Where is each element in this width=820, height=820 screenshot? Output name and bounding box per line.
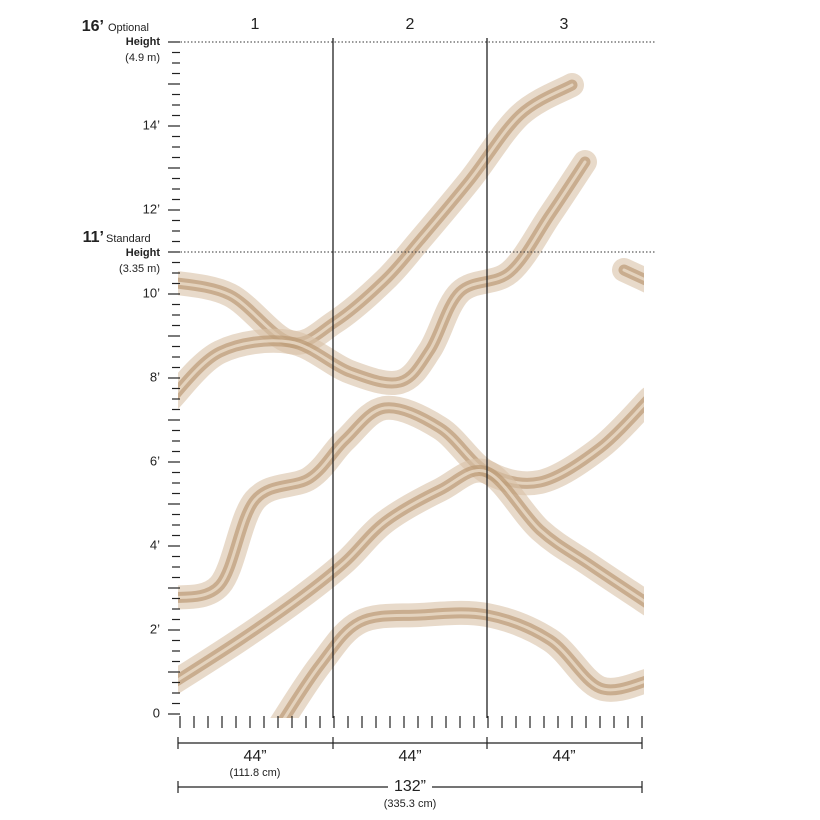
panel-width: 44”	[243, 748, 266, 765]
height-tick-label: 0	[153, 705, 160, 720]
panel-width: 44”	[398, 748, 421, 765]
brush-highlight	[178, 469, 644, 682]
height-label: Standard	[106, 233, 151, 245]
brush-highlight	[622, 268, 644, 281]
total-width-metric: (335.3 cm)	[384, 798, 437, 810]
height-scale: 0 2’ 4’ 6’ 8’ 10’ 12’ 14’	[143, 117, 160, 720]
brush-highlight	[178, 83, 574, 345]
panel-width-metric: (111.8 cm)	[230, 767, 281, 779]
height-tick-label: 6’	[150, 453, 160, 468]
panel-number: 2	[406, 16, 415, 33]
height-tick-label: 14’	[143, 117, 160, 132]
height-tick-label: 2’	[150, 621, 160, 636]
height-value: 16’	[82, 18, 104, 35]
brush-highlight	[282, 611, 644, 718]
brush-highlight	[178, 402, 644, 599]
height-tick-label: 8’	[150, 369, 160, 384]
panel-number: 1	[251, 16, 260, 33]
height-label: Height	[126, 247, 161, 259]
height-tick-label: 12’	[143, 201, 160, 216]
height-tick-label: 10’	[143, 285, 160, 300]
brush-highlight	[178, 160, 587, 394]
height-label: Optional	[108, 22, 149, 34]
rulers	[168, 41, 643, 793]
panel-number: 3	[560, 16, 569, 33]
height-value: 11’	[83, 229, 104, 246]
height-tick-label: 4’	[150, 537, 160, 552]
artwork	[178, 73, 644, 718]
panel-width: 44”	[552, 748, 575, 765]
height-label: Height	[126, 36, 161, 48]
height-metric: (4.9 m)	[125, 52, 160, 64]
brush-stroke	[270, 600, 644, 718]
total-width: 132”	[394, 778, 426, 795]
height-metric: (3.35 m)	[119, 263, 160, 275]
